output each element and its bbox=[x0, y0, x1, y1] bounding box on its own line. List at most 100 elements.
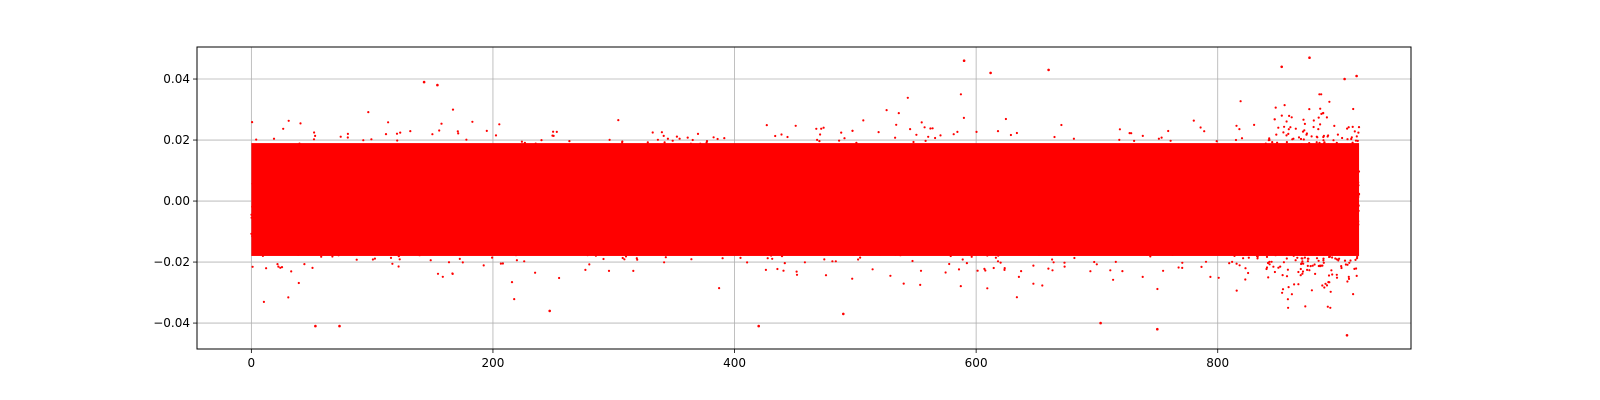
data-point bbox=[699, 142, 702, 145]
data-point bbox=[1182, 215, 1186, 219]
data-point bbox=[966, 211, 970, 214]
data-point bbox=[841, 186, 844, 189]
data-point bbox=[582, 177, 585, 180]
data-point bbox=[942, 195, 945, 198]
data-point bbox=[1140, 153, 1143, 156]
data-point bbox=[959, 285, 962, 288]
data-point bbox=[909, 213, 912, 216]
data-point bbox=[595, 160, 598, 163]
data-point bbox=[867, 174, 871, 178]
data-point bbox=[623, 236, 626, 239]
data-point bbox=[529, 183, 532, 186]
data-point bbox=[766, 168, 769, 171]
data-point bbox=[821, 174, 824, 177]
data-point bbox=[547, 192, 550, 196]
data-point bbox=[683, 249, 686, 252]
data-point bbox=[1178, 202, 1181, 205]
data-point bbox=[478, 193, 481, 196]
data-point bbox=[1185, 192, 1188, 195]
data-point bbox=[1196, 229, 1199, 232]
data-point bbox=[267, 223, 270, 226]
data-point bbox=[741, 166, 744, 169]
data-point bbox=[858, 205, 861, 208]
data-point bbox=[477, 200, 480, 203]
data-point bbox=[1149, 236, 1153, 239]
data-point bbox=[619, 162, 622, 165]
data-point bbox=[974, 244, 977, 247]
data-point bbox=[1266, 158, 1269, 161]
data-point bbox=[629, 207, 633, 211]
data-point bbox=[1213, 187, 1216, 190]
data-point bbox=[1174, 186, 1177, 189]
data-point bbox=[698, 182, 701, 185]
data-point bbox=[363, 163, 366, 167]
data-point bbox=[442, 218, 445, 221]
data-point bbox=[349, 209, 352, 212]
data-point bbox=[1294, 127, 1297, 130]
data-point bbox=[1220, 252, 1223, 255]
data-point bbox=[913, 217, 917, 220]
data-point bbox=[904, 216, 907, 219]
data-point bbox=[1157, 194, 1160, 197]
data-point bbox=[901, 196, 904, 199]
data-point bbox=[1159, 203, 1162, 206]
data-point bbox=[753, 163, 756, 166]
data-point bbox=[1141, 222, 1144, 225]
data-point bbox=[873, 188, 876, 191]
data-point bbox=[1028, 212, 1031, 215]
data-point bbox=[556, 199, 560, 202]
data-point bbox=[713, 183, 716, 186]
data-point bbox=[655, 221, 658, 224]
data-point bbox=[1102, 181, 1105, 184]
data-point bbox=[597, 152, 600, 155]
data-point bbox=[585, 220, 588, 223]
data-point bbox=[1007, 216, 1010, 219]
data-point bbox=[963, 168, 966, 171]
data-point bbox=[534, 217, 537, 220]
data-point bbox=[406, 235, 409, 239]
data-point bbox=[875, 208, 879, 211]
data-point bbox=[1229, 184, 1232, 187]
data-point bbox=[920, 175, 923, 178]
data-point bbox=[956, 160, 959, 163]
data-point bbox=[857, 172, 860, 175]
data-point bbox=[1085, 181, 1088, 184]
data-point bbox=[1135, 217, 1138, 220]
data-point bbox=[716, 137, 719, 141]
data-point bbox=[788, 165, 791, 168]
data-point bbox=[391, 262, 394, 265]
data-point bbox=[319, 186, 322, 189]
data-point bbox=[649, 229, 653, 232]
data-point bbox=[1117, 201, 1120, 204]
data-point bbox=[1084, 248, 1087, 251]
data-point bbox=[669, 245, 672, 248]
data-point bbox=[483, 205, 486, 209]
data-point bbox=[339, 173, 342, 176]
data-point bbox=[1036, 192, 1039, 196]
data-point bbox=[1041, 189, 1044, 192]
data-point bbox=[429, 165, 432, 168]
data-point bbox=[1143, 228, 1146, 231]
data-point bbox=[987, 241, 990, 244]
data-point bbox=[288, 252, 291, 255]
data-point bbox=[588, 175, 592, 178]
data-point bbox=[258, 212, 261, 215]
data-point bbox=[1297, 168, 1300, 171]
data-point bbox=[534, 271, 537, 274]
data-point bbox=[560, 163, 564, 167]
data-point bbox=[555, 130, 558, 133]
data-point bbox=[1349, 244, 1352, 247]
data-point bbox=[1067, 189, 1070, 192]
data-point bbox=[666, 192, 670, 195]
data-point bbox=[992, 229, 996, 232]
data-point bbox=[573, 191, 576, 194]
data-point bbox=[253, 209, 256, 212]
data-point bbox=[886, 188, 889, 191]
data-point bbox=[305, 166, 308, 170]
data-point bbox=[870, 145, 873, 148]
data-point bbox=[598, 188, 602, 191]
data-point bbox=[776, 180, 779, 183]
data-point bbox=[1013, 204, 1017, 207]
data-point bbox=[612, 150, 615, 154]
data-point bbox=[653, 220, 656, 223]
